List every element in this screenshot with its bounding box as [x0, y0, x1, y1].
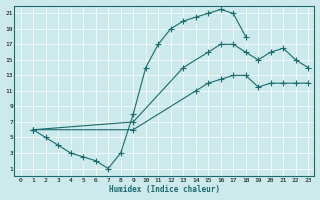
X-axis label: Humidex (Indice chaleur): Humidex (Indice chaleur) — [109, 185, 220, 194]
